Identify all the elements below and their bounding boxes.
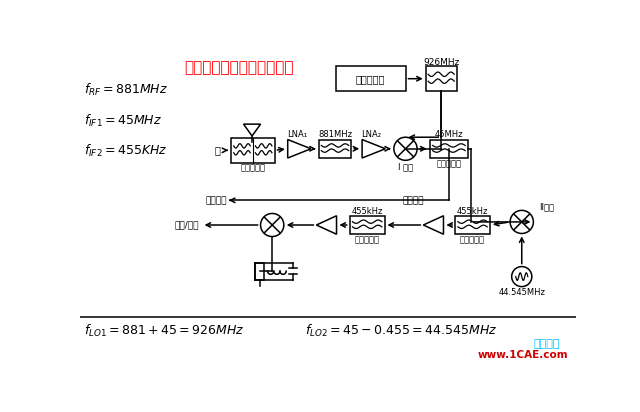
- Text: 中放限幅: 中放限幅: [403, 196, 424, 205]
- Text: 音频/数据: 音频/数据: [174, 220, 198, 229]
- Bar: [426, 66, 457, 91]
- Text: 陶瓷滤波器: 陶瓷滤波器: [460, 235, 485, 244]
- Bar: [319, 140, 351, 158]
- Polygon shape: [288, 140, 311, 158]
- Text: 455kHz: 455kHz: [457, 207, 488, 215]
- Polygon shape: [423, 216, 444, 234]
- Circle shape: [260, 213, 284, 236]
- Bar: [429, 140, 468, 158]
- Text: LNA₂: LNA₂: [362, 131, 381, 139]
- Text: 陶瓷滤波器: 陶瓷滤波器: [355, 235, 380, 244]
- Text: II混频: II混频: [540, 203, 555, 212]
- Text: $f_{IF2}=455KHz$: $f_{IF2}=455KHz$: [84, 143, 168, 159]
- Bar: [455, 216, 490, 234]
- Bar: [336, 66, 406, 91]
- Text: 二次混频超外差接收机实例: 二次混频超外差接收机实例: [184, 60, 294, 75]
- Bar: [349, 216, 385, 234]
- Polygon shape: [362, 140, 385, 158]
- Text: $f_{LO2}=45-0.455=44.545MHz$: $f_{LO2}=45-0.455=44.545MHz$: [305, 323, 497, 339]
- Text: I 混频: I 混频: [398, 162, 413, 171]
- Text: $f_{IF1}=45MHz$: $f_{IF1}=45MHz$: [84, 112, 162, 129]
- Circle shape: [511, 267, 532, 287]
- Polygon shape: [316, 216, 337, 234]
- Text: LNA₁: LNA₁: [287, 131, 307, 139]
- Text: 45MHz: 45MHz: [435, 131, 463, 139]
- Text: www.1CAE.com: www.1CAE.com: [477, 350, 568, 360]
- Text: 发: 发: [215, 145, 221, 155]
- Text: 455kHz: 455kHz: [351, 207, 383, 215]
- Bar: [255, 263, 264, 280]
- Text: 载波检测: 载波检测: [205, 196, 227, 205]
- Text: 仿真在线: 仿真在线: [534, 339, 561, 349]
- Polygon shape: [244, 124, 260, 136]
- Bar: [231, 138, 275, 163]
- Text: 44.545MHz: 44.545MHz: [499, 288, 545, 297]
- Text: 天线双工器: 天线双工器: [241, 164, 266, 173]
- Text: $f_{LO1}=881+45=926MHz$: $f_{LO1}=881+45=926MHz$: [84, 323, 244, 339]
- Text: 频率合成器: 频率合成器: [356, 74, 385, 84]
- Text: 晶体滤波器: 晶体滤波器: [436, 159, 461, 168]
- Text: 926MHz: 926MHz: [423, 58, 460, 67]
- Text: 881MHz: 881MHz: [318, 131, 352, 139]
- Text: $f_{RF}=881MHz$: $f_{RF}=881MHz$: [84, 82, 168, 98]
- Circle shape: [394, 137, 417, 160]
- Circle shape: [510, 211, 533, 234]
